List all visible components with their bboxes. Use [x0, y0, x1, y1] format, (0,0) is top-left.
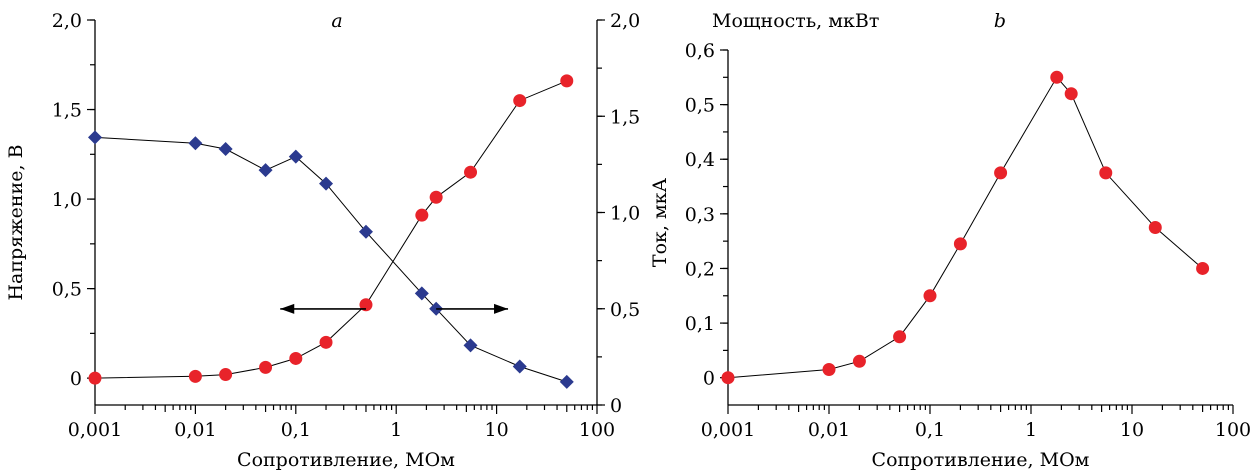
x-axis-title: Сопротивление, МОм: [872, 449, 1090, 471]
x-tick-label: 100: [579, 419, 615, 441]
y2-tick-label: 0: [610, 395, 622, 417]
y-tick-label: 0,5: [52, 279, 82, 301]
arrow-right-head: [494, 303, 509, 314]
data-point-circle: [953, 237, 967, 251]
y-tick-label: 0: [703, 368, 715, 390]
y-tick-label: 1,5: [52, 100, 82, 122]
data-point-circle: [188, 369, 202, 383]
data-point-circle: [319, 335, 333, 349]
arrow-left-head: [280, 303, 295, 314]
series-line: [94, 80, 567, 379]
x-tick-label: 0,1: [281, 419, 311, 441]
data-point-circle: [88, 371, 102, 385]
data-point-circle: [1099, 166, 1113, 180]
y-tick-label: 0: [70, 368, 82, 390]
x-tick-label: 0,001: [701, 419, 755, 441]
data-point-circle: [513, 94, 527, 108]
y-tick-label: 0,5: [685, 95, 715, 117]
x-axis-title: Сопротивление, МОм: [237, 449, 455, 471]
data-point-circle: [994, 166, 1008, 180]
data-point-circle: [893, 330, 907, 344]
x-tick-label: 0,001: [68, 419, 122, 441]
y-tick-label: 0,2: [685, 258, 715, 280]
data-point-circle: [1148, 221, 1162, 234]
y2-tick-label: 2,0: [610, 10, 640, 32]
data-point-circle: [822, 363, 836, 376]
y-axis-title: Мощность, мкВт: [712, 10, 879, 32]
y2-axis-title: Ток, мкА: [649, 177, 671, 267]
data-point-circle: [259, 360, 273, 374]
data-point-circle: [289, 351, 303, 365]
data-point-circle: [560, 74, 574, 88]
series-line: [727, 76, 1203, 379]
y-tick-label: 0,3: [685, 204, 715, 226]
data-point-circle: [415, 208, 429, 222]
y-tick-label: 0,1: [685, 313, 715, 335]
data-point-diamond: [463, 338, 478, 353]
x-tick-label: 0,01: [808, 419, 850, 441]
data-point-circle: [219, 368, 233, 382]
data-point-circle: [923, 289, 937, 303]
data-point-diamond: [358, 224, 373, 239]
data-point-diamond: [414, 286, 429, 301]
panel-label: b: [994, 10, 1006, 32]
y2-tick-label: 1,5: [610, 106, 640, 128]
data-point-diamond: [88, 130, 102, 145]
data-point-circle: [429, 190, 443, 204]
x-tick-label: 1: [1025, 419, 1037, 441]
data-point-circle: [1196, 261, 1210, 275]
data-point-diamond: [288, 149, 303, 164]
x-tick-label: 10: [1120, 419, 1144, 441]
y2-tick-label: 0,5: [610, 299, 640, 321]
data-point-diamond: [559, 374, 574, 389]
y-tick-label: 2,0: [52, 10, 82, 32]
y-tick-label: 0,4: [685, 149, 715, 171]
x-tick-label: 0,1: [915, 419, 945, 441]
x-tick-label: 10: [485, 419, 509, 441]
y-axis-title: Напряжение, В: [5, 144, 27, 300]
panel-label: a: [331, 10, 342, 32]
data-point-circle: [1050, 70, 1064, 84]
data-point-diamond: [188, 136, 203, 151]
data-point-circle: [852, 354, 866, 368]
y-tick-label: 1,0: [52, 189, 82, 211]
data-point-diamond: [319, 176, 334, 191]
data-point-diamond: [218, 141, 233, 156]
data-point-circle: [359, 298, 373, 312]
x-tick-label: 100: [1215, 419, 1251, 441]
data-point-circle: [721, 371, 735, 385]
data-point-diamond: [258, 163, 273, 178]
data-point-circle: [464, 165, 478, 179]
y-tick-label: 0,6: [685, 40, 715, 62]
x-tick-label: 0,01: [174, 419, 216, 441]
data-point-circle: [1064, 87, 1078, 101]
y2-tick-label: 1,0: [610, 203, 640, 225]
x-tick-label: 1: [390, 419, 402, 441]
data-point-diamond: [512, 359, 527, 374]
